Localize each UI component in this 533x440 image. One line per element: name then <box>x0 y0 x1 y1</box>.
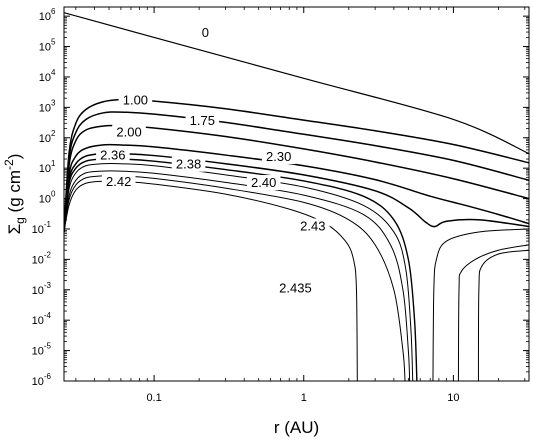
series-line-1_00 <box>64 98 529 232</box>
curve-label-bg <box>112 124 146 140</box>
curve-label-2_42: 2.42 <box>106 174 131 189</box>
y-axis-title: Σg (g cm-2) <box>2 154 27 235</box>
x-axis-title: r (AU) <box>274 418 319 437</box>
series-line-outer-12 <box>457 244 529 381</box>
y-tick-label: 10-2 <box>32 250 52 266</box>
series-line-2_36 <box>64 152 529 233</box>
y-tick-label: 10-6 <box>32 372 52 388</box>
curve-label-bg <box>101 173 136 189</box>
y-tick-label: 100 <box>39 190 56 206</box>
y-tick-label: 10-3 <box>32 281 52 297</box>
curve-label-bg <box>199 25 212 41</box>
curve-label-2_38: 2.38 <box>176 157 201 172</box>
curve-label-bg <box>171 156 206 172</box>
curve-label-bg <box>274 280 316 296</box>
y-tick-label: 106 <box>39 7 56 23</box>
curve-label-bg <box>296 218 330 234</box>
y-tick-label: 104 <box>39 68 56 84</box>
curve-label-2_00: 2.00 <box>116 125 141 140</box>
curve-label-bg <box>246 175 281 191</box>
curve-label-2_40: 2.40 <box>251 175 276 190</box>
curve-label-bg <box>118 92 153 108</box>
series-line-2_435 <box>64 180 358 381</box>
curve-label-2_30: 2.30 <box>266 149 291 164</box>
curve-label-bg <box>261 149 296 165</box>
curve-label-1_75: 1.75 <box>190 113 215 128</box>
x-tick-label: 1 <box>301 392 307 404</box>
x-tick-label: 0.1 <box>146 392 161 404</box>
y-axis-title-unit: (g cm <box>5 170 24 217</box>
series-line-2_38 <box>64 158 418 381</box>
curve-label-2_435: 2.435 <box>279 280 312 295</box>
series-line-2_40 <box>64 162 414 381</box>
curve-label-1_00: 1.00 <box>123 93 148 108</box>
y-tick-label: 102 <box>39 129 56 145</box>
series-line-1_75 <box>64 111 529 232</box>
y-tick-label: 103 <box>39 98 56 114</box>
series-line-outer-11 <box>432 228 529 381</box>
y-axis-title-superscript: -2 <box>2 159 16 170</box>
series-line-2_42 <box>64 170 411 381</box>
series-layer <box>64 12 529 381</box>
curve-label-2_36: 2.36 <box>100 148 125 163</box>
series-line-2_30 <box>64 143 529 232</box>
series-line-0 <box>64 12 529 155</box>
plot-frame <box>63 6 530 382</box>
curve-label-bg <box>96 147 130 163</box>
y-tick-label: 105 <box>39 38 56 54</box>
series-line-outer-13 <box>477 249 529 381</box>
curve-label-0: 0 <box>202 25 209 40</box>
y-tick-label: 10-4 <box>32 311 52 327</box>
y-tick-label: 10-5 <box>32 342 52 358</box>
curve-labels: 0 1.00 1.75 2.00 2.30 2.36 2.38 2.40 2.42 2.43 2.4… <box>96 25 330 296</box>
curve-label-bg <box>185 113 220 129</box>
y-axis-title-symbol: Σ <box>5 224 24 235</box>
y-axis-title-subscript: g <box>13 217 27 224</box>
axis-ticks: 10-610-510-410-310-210-11001011021031041… <box>32 6 529 404</box>
y-tick-label: 10-1 <box>32 220 52 236</box>
y-axis-title-end: ) <box>5 154 24 160</box>
y-tick-label: 101 <box>39 159 56 175</box>
series-line-2_43 <box>64 175 406 381</box>
curve-label-2_43: 2.43 <box>300 219 325 234</box>
x-tick-label: 10 <box>447 392 459 404</box>
